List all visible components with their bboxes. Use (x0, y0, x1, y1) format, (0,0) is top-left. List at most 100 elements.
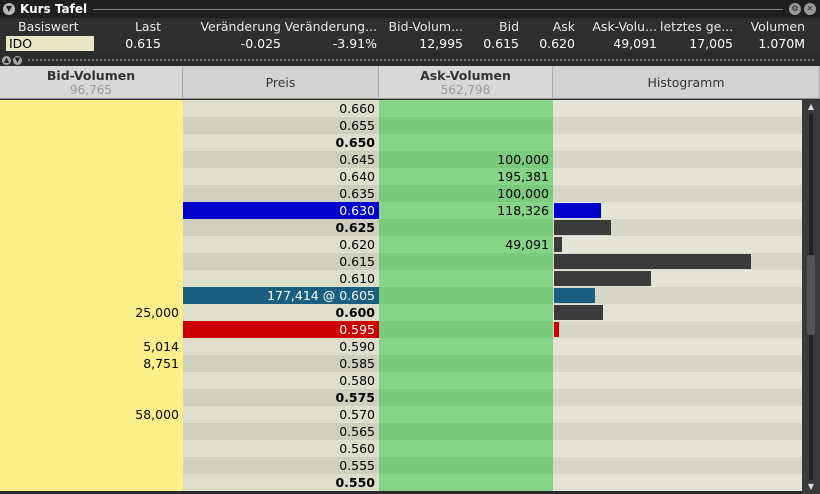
table-row[interactable]: 0.655 (0, 117, 802, 134)
price-cell[interactable]: 177,414 @ 0.605 (183, 287, 379, 304)
scroll-down-icon[interactable]: ▼ (807, 482, 815, 491)
ask-volume-cell[interactable] (379, 474, 553, 491)
price-cell[interactable]: 0.620 (183, 236, 379, 253)
bid-volume-cell[interactable] (0, 270, 183, 287)
price-cell[interactable]: 0.615 (183, 253, 379, 270)
table-row[interactable]: 25,000 0.600 (0, 304, 802, 321)
ask-volume-cell[interactable] (379, 457, 553, 474)
price-cell[interactable]: 0.610 (183, 270, 379, 287)
ask-volume-cell[interactable]: 49,091 (379, 236, 553, 253)
bid-volume-cell[interactable]: 58,000 (0, 406, 183, 423)
price-cell[interactable]: 0.595 (183, 321, 379, 338)
quote-header-cell[interactable]: Veränderung (200, 19, 281, 34)
ask-volume-cell[interactable] (379, 100, 553, 117)
settings-icon[interactable]: ⚙ (789, 3, 801, 15)
bid-volume-cell[interactable] (0, 372, 183, 389)
table-row[interactable]: 0.640 195,381 (0, 168, 802, 185)
bid-volume-cell[interactable] (0, 440, 183, 457)
scroll-thumb[interactable] (807, 255, 815, 335)
price-cell[interactable]: 0.570 (183, 406, 379, 423)
ask-volume-cell[interactable] (379, 321, 553, 338)
ask-volume-cell[interactable] (379, 338, 553, 355)
table-row[interactable]: 177,414 @ 0.605 (0, 287, 802, 304)
ask-volume-cell[interactable] (379, 304, 553, 321)
price-cell[interactable]: 0.630 (183, 202, 379, 219)
bid-volume-cell[interactable] (0, 457, 183, 474)
price-cell[interactable]: 0.580 (183, 372, 379, 389)
bid-volume-cell[interactable]: 5,014 (0, 338, 183, 355)
price-cell[interactable]: 0.635 (183, 185, 379, 202)
quote-header-cell[interactable]: Volumen (750, 19, 805, 34)
price-cell[interactable]: 0.645 (183, 151, 379, 168)
ask-volume-cell[interactable] (379, 253, 553, 270)
bid-volume-cell[interactable] (0, 134, 183, 151)
bid-volume-cell[interactable] (0, 253, 183, 270)
table-row[interactable]: 0.660 (0, 100, 802, 117)
quote-header-cell[interactable]: Ask (552, 19, 575, 34)
ask-volume-cell[interactable] (379, 270, 553, 287)
price-cell[interactable]: 0.575 (183, 389, 379, 406)
bid-volume-cell[interactable] (0, 168, 183, 185)
ask-volume-cell[interactable] (379, 117, 553, 134)
price-cell[interactable]: 0.550 (183, 474, 379, 491)
table-row[interactable]: 0.575 (0, 389, 802, 406)
scroll-up-icon[interactable]: ▲ (807, 102, 815, 111)
quote-header-cell[interactable]: Ask-Volu... (592, 19, 657, 34)
table-row[interactable]: 0.565 (0, 423, 802, 440)
price-cell[interactable]: 0.590 (183, 338, 379, 355)
table-row[interactable]: 58,000 0.570 (0, 406, 802, 423)
bid-volume-cell[interactable] (0, 219, 183, 236)
quote-header-cell[interactable]: letztes ge... (660, 19, 734, 34)
quote-values-row[interactable]: IDO 0.615 -0.025 -3.91% 12,995 0.615 0.620 49,0… (0, 35, 820, 52)
vertical-scrollbar[interactable]: ▲ ▼ (802, 100, 820, 494)
basiswert-value[interactable]: IDO (6, 36, 94, 51)
table-row[interactable]: 0.635 100,000 (0, 185, 802, 202)
ask-volume-cell[interactable] (379, 389, 553, 406)
price-cell[interactable]: 0.555 (183, 457, 379, 474)
arrow-down-icon[interactable]: ▼ (13, 55, 22, 65)
table-row[interactable]: 0.555 (0, 457, 802, 474)
table-row[interactable]: 0.580 (0, 372, 802, 389)
price-cell[interactable]: 0.600 (183, 304, 379, 321)
ask-volume-cell[interactable]: 100,000 (379, 185, 553, 202)
bid-volume-cell[interactable] (0, 287, 183, 304)
ask-volume-cell[interactable]: 195,381 (379, 168, 553, 185)
bid-volume-cell[interactable]: 8,751 (0, 355, 183, 372)
table-row[interactable]: 0.620 49,091 (0, 236, 802, 253)
histogram-header[interactable]: Histogramm (553, 66, 820, 99)
ask-volume-cell[interactable] (379, 134, 553, 151)
bid-volume-cell[interactable] (0, 423, 183, 440)
ask-volume-cell[interactable] (379, 355, 553, 372)
quote-header-cell[interactable]: Bid (499, 19, 519, 34)
table-row[interactable]: 0.610 (0, 270, 802, 287)
price-cell[interactable]: 0.650 (183, 134, 379, 151)
bid-volume-cell[interactable] (0, 321, 183, 338)
price-cell[interactable]: 0.565 (183, 423, 379, 440)
bid-volume-cell[interactable] (0, 474, 183, 491)
ask-volume-cell[interactable] (379, 372, 553, 389)
table-row[interactable]: 0.630 118,326 (0, 202, 802, 219)
table-row[interactable]: 0.550 (0, 474, 802, 491)
ask-volume-header[interactable]: Ask-Volumen 562,798 (379, 66, 553, 99)
table-row[interactable]: 0.645 100,000 (0, 151, 802, 168)
table-row[interactable]: 0.560 (0, 440, 802, 457)
bid-volume-cell[interactable] (0, 117, 183, 134)
price-cell[interactable]: 0.660 (183, 100, 379, 117)
bid-volume-header[interactable]: Bid-Volumen 96,765 (0, 66, 183, 99)
ask-volume-cell[interactable] (379, 440, 553, 457)
price-cell[interactable]: 0.655 (183, 117, 379, 134)
splitter[interactable]: ▲ ▼ (0, 55, 820, 65)
price-cell[interactable]: 0.585 (183, 355, 379, 372)
price-cell[interactable]: 0.640 (183, 168, 379, 185)
bid-volume-cell[interactable] (0, 236, 183, 253)
price-cell[interactable]: 0.560 (183, 440, 379, 457)
quote-header-cell[interactable]: Basiswert (18, 19, 79, 34)
quote-header-cell[interactable]: Bid-Volum... (388, 19, 463, 34)
quote-header-cell[interactable]: Last (134, 19, 161, 34)
table-row[interactable]: 0.650 (0, 134, 802, 151)
table-row[interactable]: 0.595 (0, 321, 802, 338)
table-row[interactable]: 0.615 (0, 253, 802, 270)
ask-volume-cell[interactable] (379, 219, 553, 236)
close-icon[interactable]: ✕ (804, 3, 816, 15)
bid-volume-cell[interactable] (0, 100, 183, 117)
